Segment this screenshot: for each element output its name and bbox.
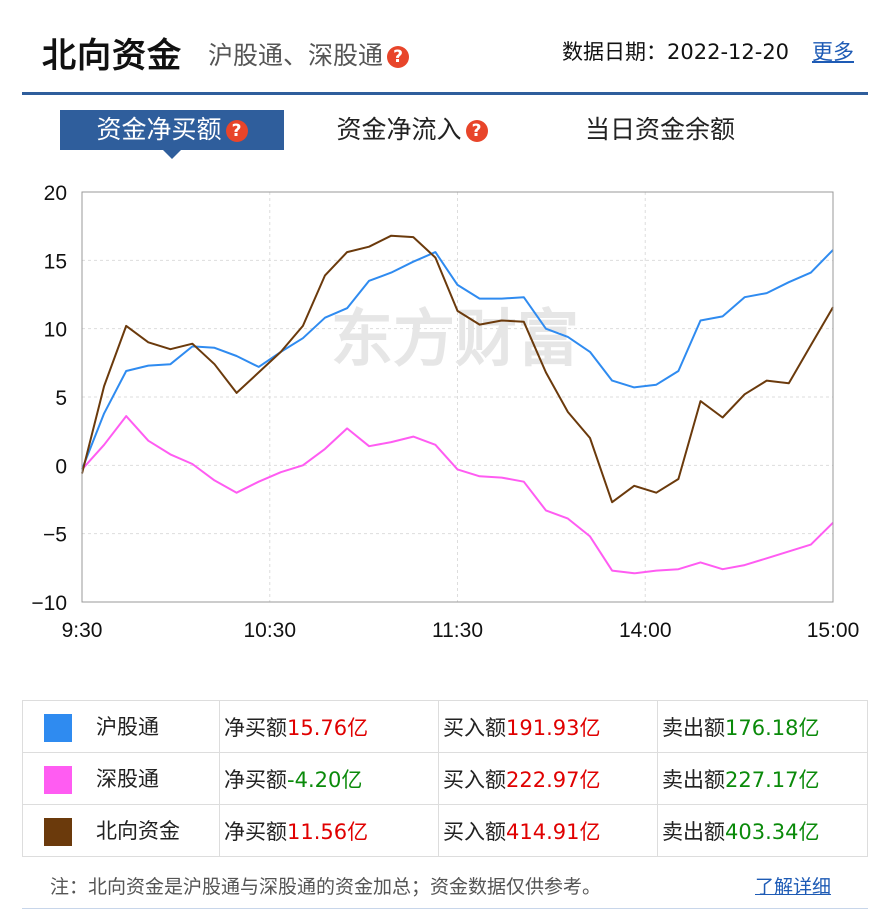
x-tick-label: 9:30 [62, 619, 103, 642]
y-tick-label: 15 [44, 250, 67, 273]
chart-series [81, 234, 834, 575]
buy-value: 414.91亿 [506, 819, 601, 844]
legend-table: 沪股通 净买额15.76亿 买入额191.93亿 卖出额176.18亿 深股通 … [22, 700, 868, 857]
net-value: -4.20亿 [287, 767, 363, 792]
sz-swatch [44, 766, 72, 794]
data-date: 数据日期：2022-12-20 [562, 40, 790, 64]
page-title: 北向资金 [42, 36, 182, 76]
sell-label: 卖出额 [662, 715, 725, 740]
net-label: 净买额 [224, 715, 287, 740]
series-line-北向资金 [81, 234, 834, 504]
page-subtitle: 沪股通、深股通? [208, 36, 410, 72]
buy-label: 买入额 [443, 715, 506, 740]
tab-label: 资金净买额 [96, 115, 222, 144]
tab-net-buy[interactable]: 资金净买额? [60, 110, 284, 159]
chart-grid [82, 192, 833, 602]
tab-balance[interactable]: 当日资金余额 [560, 110, 760, 150]
help-icon[interactable]: ? [465, 120, 488, 142]
net-value: 15.76亿 [287, 715, 369, 740]
buy-value: 222.97亿 [506, 767, 601, 792]
help-icon[interactable]: ? [387, 46, 410, 68]
buy-label: 买入额 [443, 819, 506, 844]
net-label: 净买额 [224, 819, 287, 844]
tab-label: 当日资金余额 [584, 115, 735, 144]
sell-value: 176.18亿 [725, 715, 820, 740]
legend-name: 北向资金 [96, 819, 180, 843]
north-swatch [44, 818, 72, 846]
y-tick-label: −10 [31, 592, 67, 615]
y-tick-label: −5 [43, 524, 67, 547]
x-tick-label: 11:30 [432, 619, 483, 642]
legend-name: 深股通 [96, 767, 159, 791]
detail-link[interactable]: 了解详细 [755, 876, 832, 898]
sell-value: 403.34亿 [725, 819, 820, 844]
net-label: 净买额 [224, 767, 287, 792]
sell-value: 227.17亿 [725, 767, 820, 792]
y-axis: 20 15 10 5 0 −5 −10 [31, 182, 67, 615]
y-tick-label: 20 [44, 182, 67, 205]
more-link[interactable]: 更多 [812, 40, 854, 64]
y-tick-label: 10 [44, 319, 67, 342]
plot-frame [81, 191, 834, 603]
footnote: 注：北向资金是沪股通与深股通的资金加总；资金数据仅供参考。 [50, 876, 602, 898]
series-line-深股通 [81, 415, 834, 575]
legend-row-north: 北向资金 净买额11.56亿 买入额414.91亿 卖出额403.34亿 [22, 804, 868, 857]
y-tick-label: 0 [55, 455, 67, 478]
legend-row-sz: 深股通 净买额-4.20亿 买入额222.97亿 卖出额227.17亿 [22, 752, 868, 805]
x-axis: 9:30 10:30 11:30 14:00 15:00 [62, 619, 860, 642]
subtitle-text: 沪股通、深股通 [208, 41, 384, 70]
net-value: 11.56亿 [287, 819, 369, 844]
bottom-divider [22, 908, 868, 909]
help-icon[interactable]: ? [225, 120, 248, 142]
y-tick-label: 5 [55, 387, 67, 410]
buy-value: 191.93亿 [506, 715, 601, 740]
tab-net-inflow[interactable]: 资金净流入? [322, 110, 502, 150]
x-tick-label: 15:00 [807, 619, 860, 642]
page-header: 北向资金 沪股通、深股通? 数据日期：2022-12-20 更多 [22, 0, 868, 95]
sh-swatch [44, 714, 72, 742]
sell-label: 卖出额 [662, 767, 725, 792]
x-tick-label: 14:00 [619, 619, 672, 642]
tab-label: 资金净流入 [336, 115, 462, 144]
buy-label: 买入额 [443, 767, 506, 792]
sell-label: 卖出额 [662, 819, 725, 844]
legend-row-sh: 沪股通 净买额15.76亿 买入额191.93亿 卖出额176.18亿 [22, 700, 868, 753]
series-line-沪股通 [81, 249, 834, 470]
legend-name: 沪股通 [96, 715, 159, 739]
x-tick-label: 10:30 [243, 619, 296, 642]
